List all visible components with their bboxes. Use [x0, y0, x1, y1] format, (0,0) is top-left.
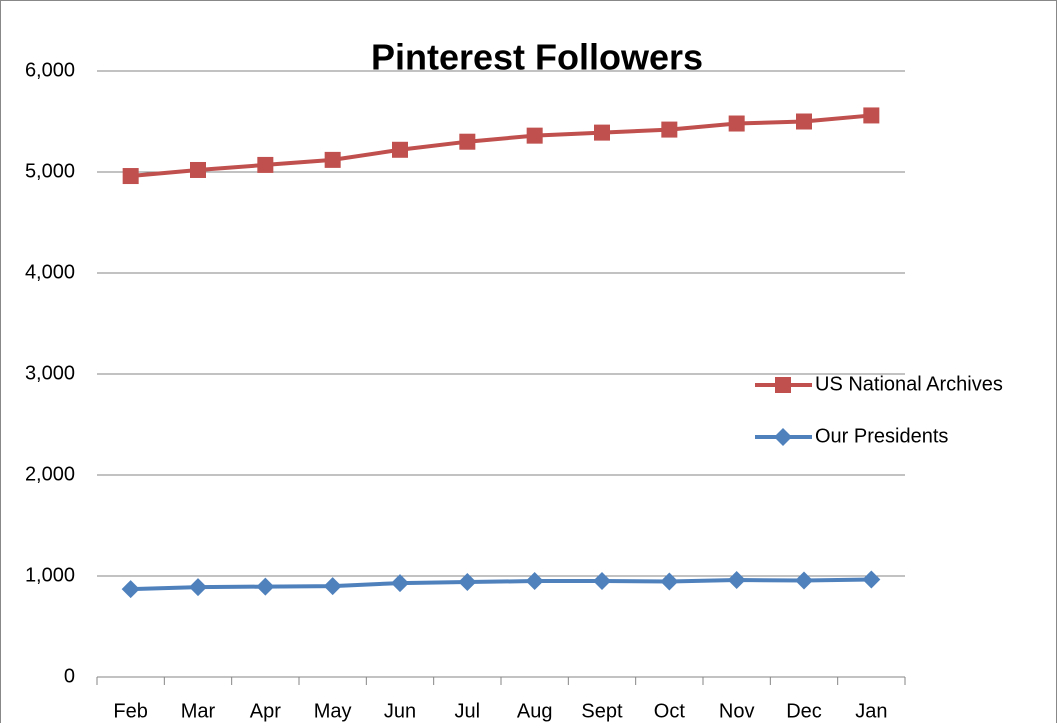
x-tick-label: Jun: [384, 700, 416, 722]
marker: [593, 572, 611, 591]
marker: [727, 571, 746, 590]
x-tick-label: Aug: [517, 700, 553, 722]
marker: [256, 577, 275, 596]
marker: [257, 156, 274, 173]
y-tick-label: 5,000: [25, 160, 75, 182]
marker: [526, 127, 543, 144]
marker: [863, 107, 880, 124]
y-tick-label: 2,000: [25, 463, 75, 485]
marker: [323, 577, 342, 596]
y-tick-label: 4,000: [25, 261, 75, 283]
y-tick-label: 6,000: [25, 59, 75, 81]
marker: [392, 141, 408, 158]
marker: [660, 572, 679, 591]
x-tick-label: Mar: [181, 700, 216, 722]
marker: [459, 133, 476, 150]
x-tick-label: Oct: [654, 700, 686, 722]
marker: [391, 574, 409, 593]
y-tick-label: 0: [64, 665, 75, 687]
x-tick-label: Nov: [719, 700, 755, 722]
marker: [189, 578, 207, 597]
marker: [728, 115, 745, 132]
marker: [122, 168, 139, 185]
x-tick-label: Apr: [250, 700, 281, 722]
chart-title: Pinterest Followers: [371, 37, 703, 78]
series-line: [130, 113, 872, 179]
marker: [774, 428, 792, 446]
marker: [775, 377, 791, 393]
marker: [795, 571, 813, 590]
marker: [324, 151, 341, 168]
y-tick-label: 3,000: [25, 362, 75, 384]
x-tick-label: Jul: [455, 700, 481, 722]
marker: [661, 121, 678, 138]
legend-label: US National Archives: [815, 373, 1003, 395]
x-tick-label: May: [314, 700, 352, 722]
x-tick-label: Jan: [855, 700, 887, 722]
marker: [525, 572, 544, 591]
x-tick-label: Feb: [113, 700, 147, 722]
marker: [594, 124, 610, 141]
marker: [458, 573, 477, 592]
marker: [121, 580, 140, 599]
legend-label: Our Presidents: [815, 425, 948, 447]
marker: [190, 161, 206, 178]
series-line: [130, 577, 872, 592]
x-tick-label: Sept: [581, 700, 623, 722]
y-tick-label: 1,000: [25, 564, 75, 586]
marker: [796, 113, 812, 130]
marker: [862, 570, 881, 589]
x-tick-label: Dec: [786, 700, 822, 722]
